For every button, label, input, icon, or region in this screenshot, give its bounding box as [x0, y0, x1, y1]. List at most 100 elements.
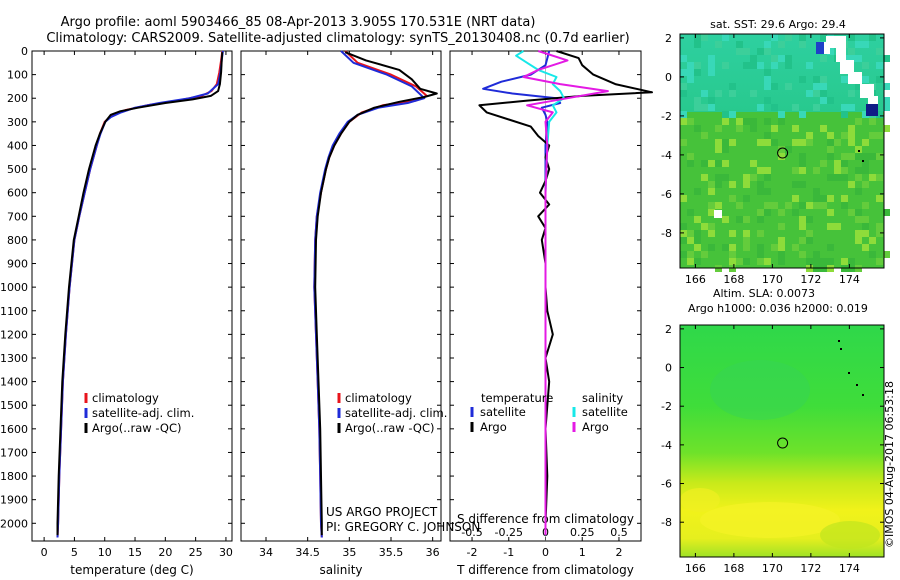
- sst-pixel: [764, 188, 771, 195]
- coastline-speck: [840, 348, 842, 350]
- sst-pixel: [757, 230, 764, 237]
- sst-pixel: [722, 160, 729, 167]
- sst-pixel: [764, 258, 771, 265]
- sst-pixel: [862, 167, 869, 174]
- header-title-line1: Argo profile: aoml 5903466_85 08-Apr-201…: [61, 15, 536, 30]
- sst-pixel: [841, 174, 848, 181]
- sst-pixel: [680, 223, 687, 230]
- x-tick-label: 36: [426, 546, 440, 559]
- sst-pixel: [701, 223, 708, 230]
- sst-pixel: [680, 111, 687, 118]
- sst-pixel: [708, 209, 715, 216]
- sst-pixel: [862, 216, 869, 223]
- sst-pixel: [701, 251, 708, 258]
- sst-pixel: [715, 181, 722, 188]
- x-tick-label: 5: [71, 546, 78, 559]
- sst-pixel: [799, 216, 806, 223]
- sst-pixel: [876, 62, 883, 69]
- sst-pixel: [778, 237, 785, 244]
- sst-pixel: [855, 153, 862, 160]
- sst-pixel: [806, 202, 813, 209]
- y-tick-label: 2: [665, 32, 672, 45]
- sst-pixel: [694, 104, 701, 111]
- sst-pixel: [757, 139, 764, 146]
- sst-pixel: [862, 181, 869, 188]
- x-tick-label: 2: [615, 546, 622, 559]
- sst-pixel: [827, 153, 834, 160]
- sst-pixel: [680, 83, 687, 90]
- map-panels: 166 168 170 172 174 2 0 -2 -4 -6 -8 sat. SST: 29.6 …: [661, 18, 890, 575]
- sst-pixel: [680, 195, 687, 202]
- credit-label: US ARGO PROJECT: [326, 505, 438, 519]
- sst-pixel: [806, 216, 813, 223]
- sst-pixel: [708, 244, 715, 251]
- y-tick-label: 1100: [0, 305, 28, 318]
- coastline-speck: [856, 384, 858, 386]
- x-tick-label: 25: [189, 546, 203, 559]
- legend-label: satellite-adj. clim.: [92, 406, 194, 420]
- sst-missing-cell: [868, 96, 878, 106]
- sst-pixel: [778, 258, 785, 265]
- sst-pixel: [778, 251, 785, 258]
- sst-pixel: [813, 251, 820, 258]
- sst-pixel: [680, 251, 687, 258]
- sst-pixel: [701, 174, 708, 181]
- sst-pixel: [729, 181, 736, 188]
- x-tick-label: 168: [723, 562, 744, 575]
- sst-pixel: [687, 153, 694, 160]
- y-tick-label: -2: [661, 400, 672, 413]
- sst-pixel: [820, 90, 827, 97]
- y-tick-label: 0: [665, 362, 672, 375]
- sst-pixel: [701, 132, 708, 139]
- sst-pixel: [820, 55, 827, 62]
- sst-pixel: [722, 34, 729, 41]
- map-frame: [679, 33, 885, 269]
- sst-pixel: [785, 146, 792, 153]
- sst-pixel: [771, 55, 778, 62]
- y-tick-label: 0: [665, 71, 672, 84]
- sst-pixel: [743, 230, 750, 237]
- sst-pixel: [715, 90, 722, 97]
- coastline-speck: [858, 150, 860, 152]
- sst-missing-cell: [826, 36, 846, 48]
- sst-pixel: [729, 111, 736, 118]
- sst-pixel: [743, 258, 750, 265]
- sst-pixel: [848, 104, 855, 111]
- sst-pixel: [708, 69, 715, 76]
- sst-pixel: [806, 230, 813, 237]
- y-tick-label: 1200: [0, 328, 28, 341]
- y-tick-label: 500: [7, 163, 28, 176]
- legend-label: Argo: [480, 420, 507, 434]
- sst-pixel: [827, 174, 834, 181]
- sst-pixel: [862, 160, 869, 167]
- sst-pixel: [680, 69, 687, 76]
- y-tick-label: 1800: [0, 470, 28, 483]
- s-tick-label: 0.25: [570, 526, 595, 539]
- sst-pixel: [771, 34, 778, 41]
- sst-pixel: [764, 139, 771, 146]
- sst-pixel: [687, 237, 694, 244]
- sst-pixel: [827, 146, 834, 153]
- sst-pixel: [848, 209, 855, 216]
- x-tick-label: 0: [41, 546, 48, 559]
- sst-pixel: [729, 258, 736, 265]
- x-tick-label: 0: [542, 546, 549, 559]
- sst-pixel: [799, 34, 806, 41]
- sst-pixel: [862, 230, 869, 237]
- sst-pixel: [715, 139, 722, 146]
- sst-pixel: [827, 97, 834, 104]
- y-tick-label: 200: [7, 92, 28, 105]
- sst-pixel: [799, 111, 806, 118]
- sst-pixel: [722, 62, 729, 69]
- sst-pixel: [862, 244, 869, 251]
- sst-pixel: [764, 48, 771, 55]
- sst-pixel: [694, 244, 701, 251]
- sst-pixel: [743, 62, 750, 69]
- sst-pixel: [750, 125, 757, 132]
- sst-pixel: [743, 195, 750, 202]
- sst-pixel: [708, 223, 715, 230]
- sst-pixel: [757, 258, 764, 265]
- coastline-speck: [862, 394, 864, 396]
- sst-pixel: [827, 48, 834, 55]
- sst-pixel: [834, 167, 841, 174]
